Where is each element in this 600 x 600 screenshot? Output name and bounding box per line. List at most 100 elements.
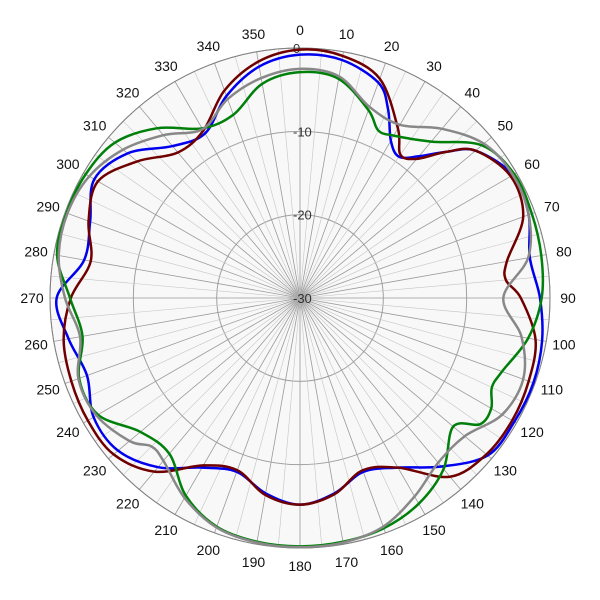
grid-spoke xyxy=(50,297,301,321)
angle-tick-label: 350 xyxy=(242,26,266,42)
radial-tick-labels: -30 -20 -10 0 xyxy=(293,41,312,306)
angle-tick-label: 260 xyxy=(24,337,48,353)
grid-spoke xyxy=(256,297,301,545)
grid-spoke xyxy=(138,297,301,490)
angle-tick-label: 60 xyxy=(524,156,540,172)
grid-spoke xyxy=(83,297,301,424)
grid-spoke xyxy=(299,48,323,299)
grid-spoke xyxy=(299,81,426,299)
angle-tick-label: 320 xyxy=(116,85,140,101)
angle-tick-label: 150 xyxy=(422,522,446,538)
angle-tick-label: 220 xyxy=(116,495,140,511)
series-group xyxy=(54,48,545,549)
grid-spoke xyxy=(299,254,547,299)
grid-spoke xyxy=(73,192,301,299)
grid-spoke xyxy=(299,297,492,460)
angle-tick-label: 80 xyxy=(556,243,572,259)
grid-spoke xyxy=(299,297,550,321)
grid-spoke xyxy=(277,297,301,548)
grid-spoke xyxy=(64,297,301,384)
grid-spoke xyxy=(299,297,323,548)
grid-spoke xyxy=(83,172,301,299)
angle-tick-label: 70 xyxy=(544,198,560,214)
grid-spoke xyxy=(58,297,301,363)
angle-tick-label: 120 xyxy=(520,424,544,440)
grid-spoke xyxy=(50,275,301,299)
angle-tick-label: 340 xyxy=(197,38,221,54)
series-line-2 xyxy=(62,48,538,506)
angle-tick-label: 330 xyxy=(154,58,178,74)
angle-tick-label: 240 xyxy=(56,424,80,440)
grid-spoke xyxy=(194,297,301,525)
grid-spoke xyxy=(299,212,536,299)
angle-tick-labels: 0 10 20 30 40 50 60 70 80 90 100 110 120 130 140 150 160… xyxy=(20,22,576,574)
radial-tick-label: 0 xyxy=(293,41,300,56)
grid-spoke xyxy=(235,56,301,299)
grid-spoke xyxy=(299,297,517,424)
grid-spoke xyxy=(123,121,301,299)
grid-spoke xyxy=(214,62,301,299)
angle-tick-label: 170 xyxy=(335,554,359,570)
grid-spoke xyxy=(214,297,301,534)
grid-spoke xyxy=(299,297,462,490)
grid-spoke xyxy=(123,297,301,475)
series-line-4 xyxy=(57,67,533,549)
grid-spoke xyxy=(299,192,527,299)
grid-spoke xyxy=(299,233,542,299)
grid-spoke xyxy=(53,297,301,342)
grid-spoke xyxy=(299,51,344,299)
radial-tick-label: -20 xyxy=(293,208,312,223)
grid-spoke xyxy=(256,51,301,299)
grid-spoke xyxy=(299,297,547,342)
angle-tick-label: 200 xyxy=(197,542,221,558)
grid-spoke xyxy=(299,297,426,515)
grid-spoke xyxy=(194,71,301,299)
angle-tick-label: 40 xyxy=(464,85,480,101)
angle-tick-label: 230 xyxy=(83,462,107,478)
angle-tick-label: 310 xyxy=(83,118,107,134)
grid-spoke xyxy=(299,297,505,442)
grid-spoke xyxy=(95,297,301,442)
grid-spoke xyxy=(277,48,301,299)
angle-tick-label: 250 xyxy=(36,382,60,398)
grid-spoke xyxy=(174,81,301,299)
grid-spoke xyxy=(299,297,386,534)
angle-tick-label: 210 xyxy=(154,522,178,538)
angle-tick-label: 140 xyxy=(461,495,485,511)
grid-spoke xyxy=(299,297,365,540)
angle-tick-label: 280 xyxy=(24,243,48,259)
grid-spoke xyxy=(138,106,301,299)
grid-spoke xyxy=(299,106,462,299)
angle-tick-label: 90 xyxy=(560,290,576,306)
angle-tick-label: 130 xyxy=(494,462,518,478)
angle-tick-label: 10 xyxy=(339,26,355,42)
grid-spoke xyxy=(299,62,386,299)
angle-tick-label: 50 xyxy=(498,118,514,134)
radial-tick-label: -10 xyxy=(293,124,312,139)
grid xyxy=(49,47,551,549)
angle-tick-label: 300 xyxy=(56,156,80,172)
grid-spoke xyxy=(73,297,301,404)
grid-spoke xyxy=(53,254,301,299)
grid-spoke xyxy=(174,297,301,515)
angle-tick-label: 110 xyxy=(541,382,564,398)
angle-tick-label: 100 xyxy=(552,337,576,353)
grid-spoke xyxy=(299,154,505,299)
angle-tick-label: 290 xyxy=(36,198,60,214)
radial-tick-label: -30 xyxy=(293,291,312,306)
angle-tick-label: 160 xyxy=(380,542,404,558)
angle-tick-label: 0 xyxy=(296,22,304,38)
grid-spoke xyxy=(299,275,550,299)
grid-spoke xyxy=(299,297,406,525)
grid-spoke xyxy=(58,233,301,299)
grid-spoke xyxy=(299,56,365,299)
grid-spoke xyxy=(299,297,536,384)
grid-spoke xyxy=(299,172,517,299)
angle-tick-label: 20 xyxy=(384,38,400,54)
angle-tick-label: 190 xyxy=(242,554,266,570)
grid-spoke xyxy=(108,136,301,299)
angle-tick-label: 270 xyxy=(20,290,44,306)
grid-spoke xyxy=(299,136,492,299)
